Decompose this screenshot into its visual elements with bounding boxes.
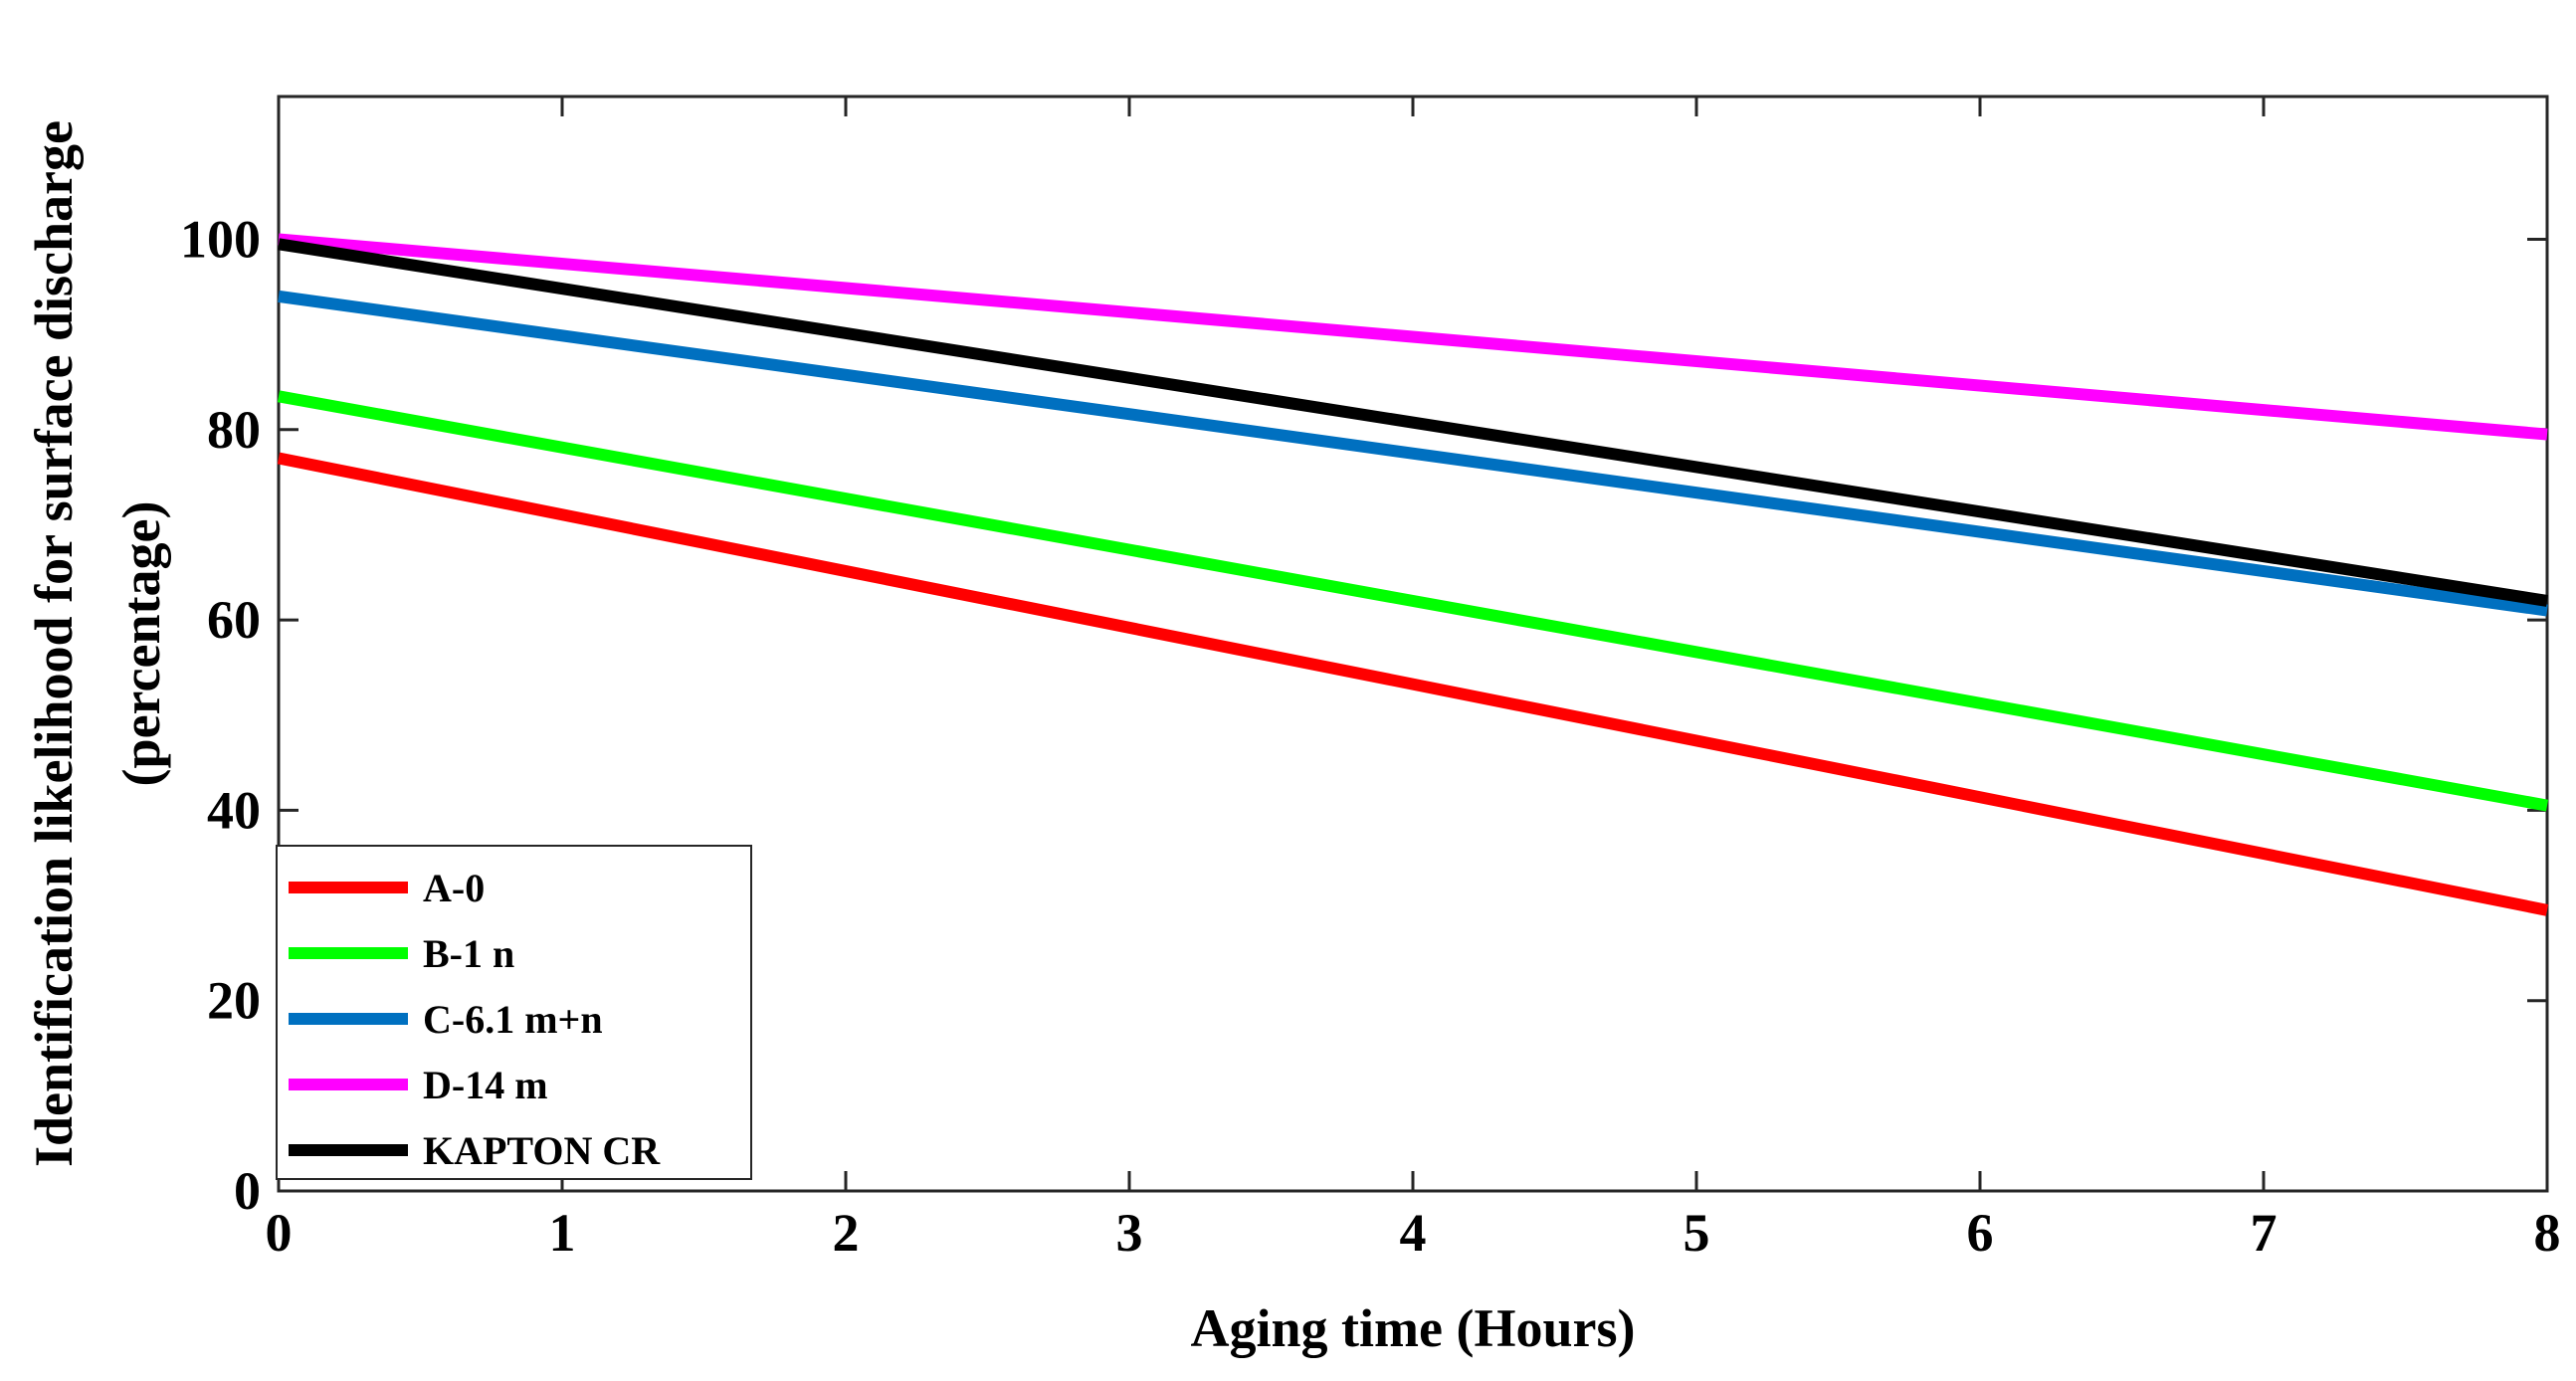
y-axis-tick-labels: 0 20 40 60 80 100 — [180, 209, 261, 1221]
x-tick-label-2: 2 — [833, 1203, 860, 1263]
legend-label-3: D-14 m — [423, 1063, 548, 1107]
series-line-2 — [278, 290, 2548, 617]
series-line-3 — [278, 233, 2548, 441]
legend-box — [276, 845, 752, 1180]
y-tick-label-3: 60 — [207, 590, 261, 650]
x-tick-label-6: 6 — [1967, 1203, 1994, 1263]
x-axis-title: Aging time (Hours) — [1191, 1298, 1636, 1358]
y-tick-label-1: 20 — [207, 971, 261, 1031]
series-lines — [277, 233, 2549, 916]
x-tick-label-1: 1 — [549, 1203, 576, 1263]
legend-label-1: B-1 n — [423, 931, 514, 976]
y-tick-label-4: 80 — [207, 400, 261, 460]
y-tick-label-2: 40 — [207, 780, 261, 840]
x-tick-label-7: 7 — [2251, 1203, 2278, 1263]
y-tick-label-5: 100 — [180, 209, 261, 269]
y-axis-title-line1: Identification likelihood for surface di… — [24, 120, 84, 1167]
legend-items: A-0 B-1 n C-6.1 m+n D-14 m KAPTON CR — [289, 866, 661, 1173]
x-tick-label-8: 8 — [2534, 1203, 2561, 1263]
legend-label-4: KAPTON CR — [423, 1128, 661, 1173]
legend: A-0 B-1 n C-6.1 m+n D-14 m KAPTON CR — [276, 845, 752, 1180]
legend-label-2: C-6.1 m+n — [423, 997, 603, 1042]
y-tick-label-0: 0 — [234, 1161, 261, 1221]
x-tick-label-4: 4 — [1400, 1203, 1427, 1263]
series-line-0 — [277, 452, 2549, 916]
legend-label-0: A-0 — [423, 866, 485, 910]
x-tick-label-5: 5 — [1684, 1203, 1710, 1263]
x-tick-label-3: 3 — [1116, 1203, 1143, 1263]
x-axis-tick-labels: 0 1 2 3 4 5 6 7 8 — [266, 1203, 2561, 1263]
y-axis-title-line2: (percentage) — [111, 501, 171, 787]
x-tick-label-0: 0 — [266, 1203, 293, 1263]
series-line-1 — [277, 390, 2549, 812]
series-line-4 — [278, 238, 2548, 607]
